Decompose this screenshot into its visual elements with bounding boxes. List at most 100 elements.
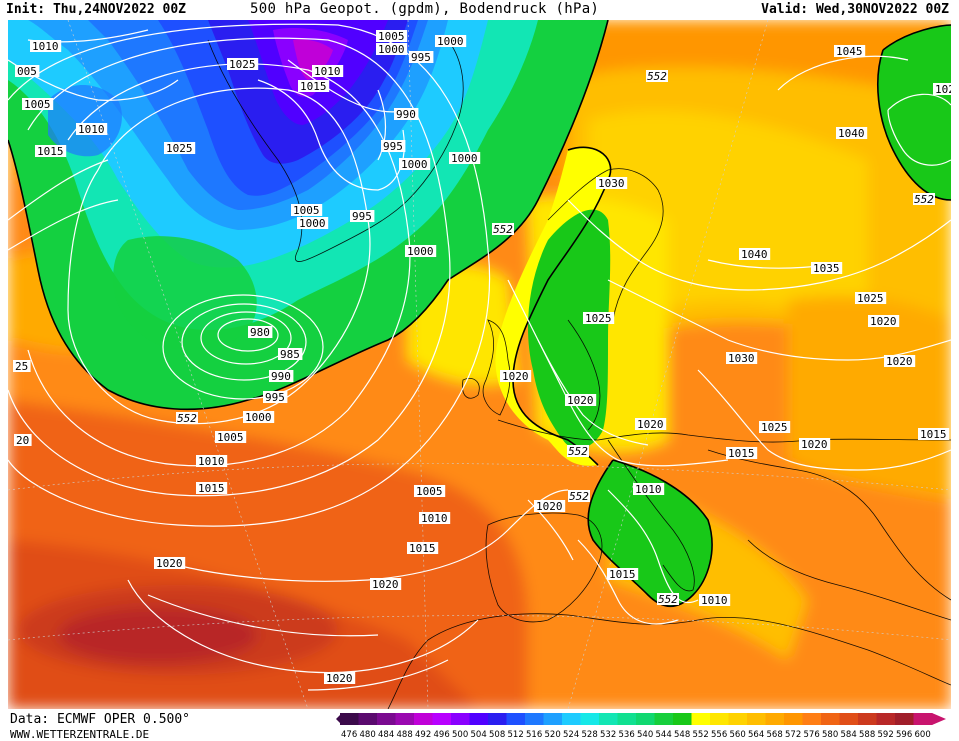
svg-text:1030: 1030 [728,352,755,365]
scale-tick-label: 528 [582,730,598,740]
scale-tick-label: 500 [452,730,468,740]
pressure-label: 1015 [407,542,439,555]
graticule [8,20,951,709]
map-footer: Data: ECMWF OPER 0.500° WWW.WETTERZENTRA… [0,709,959,741]
svg-text:25: 25 [15,360,28,373]
svg-text:1020: 1020 [326,672,353,685]
svg-text:552: 552 [568,445,588,458]
pressure-label: 1020 [324,672,356,685]
scale-tick-label: 532 [600,730,616,740]
svg-text:1025: 1025 [166,142,193,155]
pressure-label: 1000 [399,158,431,171]
pressure-label: 1020 [500,370,532,383]
scale-swatch [617,713,637,725]
pressure-label: 1020 [799,438,831,451]
svg-text:1010: 1010 [198,455,225,468]
pressure-label: 980 [248,326,273,339]
svg-text:552: 552 [647,70,667,83]
pressure-label: 1020 [534,500,566,513]
svg-text:552: 552 [569,490,589,503]
scale-tick-label: 492 [415,730,431,740]
svg-text:990: 990 [271,370,291,383]
scale-swatch [858,713,877,725]
coastlines [207,39,951,709]
svg-text:1020: 1020 [372,578,399,591]
scale-tick-label: 556 [711,730,727,740]
svg-text:1040: 1040 [838,127,865,140]
svg-text:1015: 1015 [920,428,947,441]
height-label: 552 [176,412,198,425]
scale-swatch [765,713,785,725]
height-field [8,20,951,709]
svg-text:1005: 1005 [24,98,51,111]
weather-map: 552 552 552 552 552 552 552 1005 1000 995 1… [8,20,951,709]
pressure-label: 1005 [22,98,54,111]
pressure-label: 990 [394,108,419,121]
svg-text:1020: 1020 [502,370,529,383]
scale-swatch [636,713,655,725]
pressure-label: 1020 [868,315,900,328]
pressure-label: 1015 [918,428,950,441]
scale-swatch [691,713,711,725]
scale-swatch [340,713,359,725]
pressure-label: 1025 [583,312,615,325]
scale-swatch [377,713,396,725]
scale-arrow-high [932,713,946,725]
scale-tick-label: 560 [730,730,746,740]
pressure-label: 1005 [414,485,446,498]
scale-tick-label: 568 [767,730,783,740]
svg-text:1010: 1010 [78,123,105,136]
pressure-label: 1010 [196,455,228,468]
scale-swatch [395,713,415,725]
svg-text:1015: 1015 [609,568,636,581]
svg-text:1040: 1040 [741,248,768,261]
svg-text:1025: 1025 [229,58,256,71]
svg-text:1010: 1010 [32,40,59,53]
scale-swatch [414,713,433,725]
pressure-label: 1030 [596,177,628,190]
scale-swatch [488,713,507,725]
scale-swatch [895,713,914,725]
scale-swatch [580,713,600,725]
pressure-label: 1025 [933,83,951,96]
pressure-label: 1005 [291,204,323,217]
scale-tick-label: 480 [360,730,376,740]
svg-text:1005: 1005 [378,30,405,43]
website-link[interactable]: WWW.WETTERZENTRALE.DE [10,728,150,741]
svg-text:995: 995 [411,51,431,64]
scale-swatch [710,713,729,725]
pressure-label: 20 [14,434,32,447]
scale-tick-label: 576 [804,730,820,740]
scale-swatch [802,713,822,725]
scale-swatch [469,713,489,725]
svg-text:1000: 1000 [407,245,434,258]
isobars [8,23,951,691]
pressure-label: 1020 [884,355,916,368]
scale-swatch [599,713,618,725]
svg-text:1020: 1020 [801,438,828,451]
pressure-label: 995 [381,140,406,153]
scale-tick-label: 600 [915,730,931,740]
pressure-label: 995 [350,210,375,223]
scale-tick-label: 496 [434,730,450,740]
height-label: 552 [567,445,589,458]
scale-swatch [654,713,674,725]
scale-tick-label: 572 [785,730,801,740]
scale-tick-label: 580 [822,730,838,740]
pressure-label: 1000 [376,43,408,56]
pressure-label: 1025 [227,58,259,71]
valid-time: Valid: Wed,30NOV2022 00Z [761,2,949,17]
pressure-label: 1000 [297,217,329,230]
svg-text:1015: 1015 [198,482,225,495]
scale-tick-label: 484 [378,730,394,740]
svg-text:1020: 1020 [886,355,913,368]
scale-swatch [506,713,526,725]
height-label: 552 [492,223,514,236]
svg-text:1015: 1015 [37,145,64,158]
svg-text:1025: 1025 [761,421,788,434]
color-scale-legend: 476 480 484 488 492 496 500 504 508 512 516 520 524 5… [336,713,946,740]
scale-tick-label: 540 [637,730,653,740]
svg-text:552: 552 [914,193,934,206]
svg-text:1005: 1005 [416,485,443,498]
scale-swatch [728,713,748,725]
